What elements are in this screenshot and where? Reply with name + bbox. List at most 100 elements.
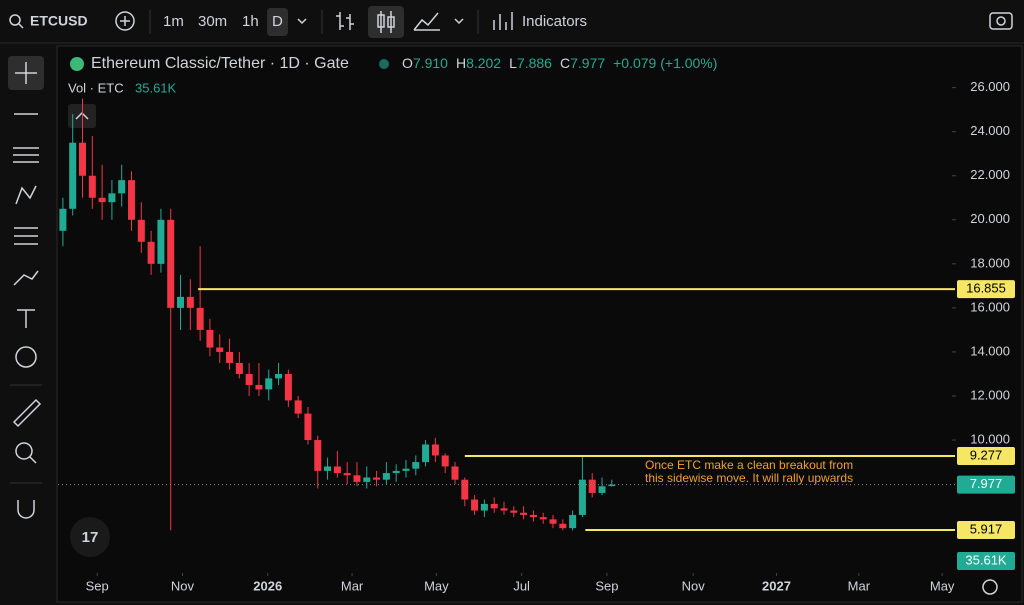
interval[interactable]: 1h — [242, 13, 259, 30]
candle-body — [294, 400, 302, 414]
search-icon[interactable] — [9, 14, 21, 26]
candle-body — [608, 484, 616, 487]
candles-icon — [387, 16, 395, 28]
candle-body — [471, 499, 479, 511]
last-price-tag — [957, 475, 1015, 494]
ohlc-value: 7.910 — [413, 55, 448, 71]
candle-body — [137, 219, 145, 242]
magnet-tool[interactable] — [17, 500, 35, 519]
zoom-tool — [29, 456, 37, 464]
candle-body — [480, 503, 488, 511]
interval[interactable]: 1m — [163, 13, 184, 30]
candle-body — [549, 519, 557, 524]
candle-body — [255, 384, 263, 390]
candle-body — [147, 241, 155, 264]
logo: 17 — [82, 529, 99, 546]
candle-body — [196, 307, 204, 330]
candle-body — [520, 512, 528, 515]
interval[interactable]: D — [272, 13, 283, 30]
ruler-tool[interactable] — [12, 398, 42, 428]
x-tick-label: 2026 — [253, 578, 282, 593]
candle-body — [431, 444, 439, 456]
x-tick-label: 2027 — [762, 578, 791, 593]
candle-body — [490, 503, 498, 509]
volume-tag-text: 35.61K — [965, 552, 1007, 567]
level-text: 16.855 — [966, 281, 1006, 296]
candle-body — [128, 180, 136, 220]
bars-icon[interactable] — [336, 12, 354, 30]
dropdown[interactable] — [297, 18, 307, 25]
candle-body — [510, 510, 518, 513]
candle-body — [529, 514, 537, 518]
level-text: 5.917 — [970, 521, 1003, 536]
fib-tool[interactable] — [13, 147, 39, 163]
dropdown[interactable] — [454, 18, 464, 25]
candle-body — [569, 514, 577, 529]
candle-body — [88, 175, 96, 198]
brush-tool[interactable] — [13, 270, 39, 286]
pattern-tool[interactable] — [15, 185, 37, 205]
y-tick-label: 20.000 — [970, 211, 1010, 226]
candle-body — [422, 444, 430, 463]
candle-body — [59, 208, 67, 231]
level-text: 9.277 — [970, 447, 1003, 462]
annotation: this sidewise move. It will rally upward… — [645, 471, 853, 485]
settings-icon[interactable] — [982, 579, 998, 595]
indicators-icon[interactable] — [493, 12, 513, 30]
interval-active — [267, 8, 288, 36]
camera-icon[interactable] — [989, 12, 1013, 30]
candle-body — [500, 508, 508, 511]
candle-body — [226, 351, 234, 363]
x-tick-label: Mar — [848, 578, 871, 593]
collapse-button[interactable] — [68, 104, 96, 128]
text-tool[interactable] — [17, 309, 35, 328]
tv-logo: 17 — [70, 517, 110, 557]
candle-body — [578, 479, 586, 515]
add-icon — [120, 16, 130, 26]
emoji-tool[interactable] — [15, 346, 37, 368]
y-tick-label: 14.000 — [970, 343, 1010, 358]
level-tag — [957, 446, 1015, 465]
chart-title: Ethereum Classic/Tether · 1D · Gate — [91, 55, 349, 72]
logo-bg — [70, 517, 110, 557]
ohlc-label: O — [402, 55, 413, 71]
y-tick-label: 26.000 — [970, 79, 1010, 94]
candle-body — [265, 378, 273, 390]
y-tick-label: 24.000 — [970, 123, 1010, 138]
candle-body — [98, 197, 106, 203]
candle-body — [598, 486, 606, 493]
last-price-text: 7.977 — [970, 476, 1003, 491]
candles-icon — [377, 14, 385, 28]
candles-active[interactable] — [368, 6, 404, 38]
candle-body — [304, 413, 312, 441]
candle-body — [157, 219, 165, 264]
add-icon[interactable] — [115, 11, 135, 31]
candle-body — [69, 142, 77, 209]
candle-body — [108, 193, 116, 203]
candle-body — [235, 362, 243, 374]
candle-body — [186, 296, 194, 308]
x-tick-label: Sep — [86, 578, 109, 593]
symbol-icon — [70, 57, 84, 71]
candle-body — [167, 219, 175, 308]
candle-body — [441, 455, 449, 467]
projection-tool[interactable] — [14, 227, 38, 245]
area-icon[interactable] — [413, 12, 440, 31]
ohlc-value: 7.977 — [570, 55, 605, 71]
symbol[interactable]: ETCUSD — [30, 13, 88, 29]
zoom-tool[interactable] — [15, 442, 33, 460]
candle-body — [382, 473, 390, 480]
indicators[interactable]: Indicators — [522, 13, 587, 30]
ohlc-label: C — [560, 55, 570, 71]
x-tick-label: Mar — [341, 578, 364, 593]
collapse-icon — [75, 111, 89, 120]
chart-panel — [56, 45, 1023, 603]
x-tick-label: May — [930, 578, 955, 593]
interval[interactable]: 30m — [198, 13, 227, 30]
candle-body — [461, 479, 469, 500]
candle-body — [118, 180, 126, 194]
y-tick-label: 18.000 — [970, 255, 1010, 270]
status-dot — [379, 59, 389, 69]
candle-body — [353, 475, 361, 482]
